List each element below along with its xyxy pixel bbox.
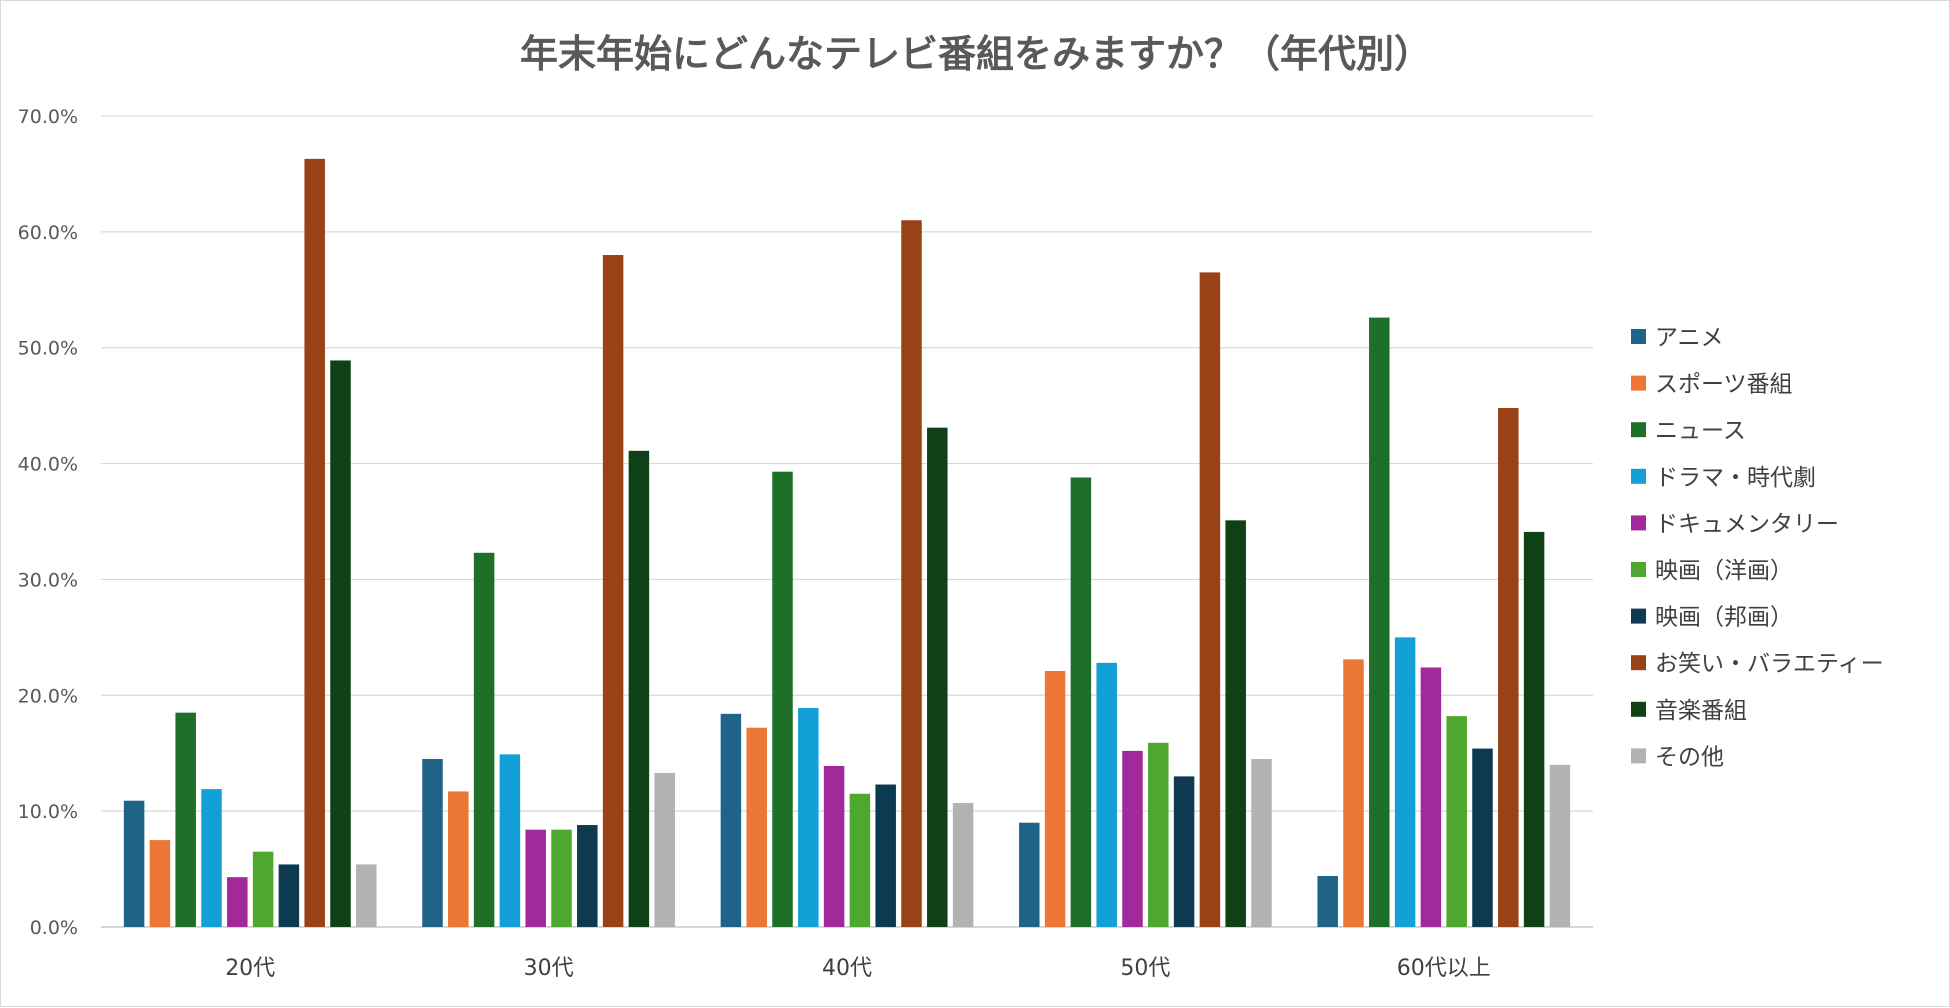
bar	[1173, 776, 1195, 927]
legend-swatch	[1631, 562, 1646, 577]
bar	[1523, 531, 1545, 927]
bar	[448, 791, 469, 927]
x-tick-label: 40代	[822, 956, 872, 981]
bar	[304, 158, 325, 928]
y-tick-label: 50.0%	[18, 338, 78, 360]
bar	[422, 759, 443, 927]
bar	[1394, 637, 1416, 927]
legend-swatch	[1631, 329, 1646, 344]
bar	[525, 829, 546, 927]
y-tick-label: 0.0%	[30, 917, 78, 939]
legend-label: 映画（邦画）	[1655, 605, 1793, 631]
x-tick-label: 30代	[524, 956, 574, 981]
legend-label: ニュース	[1655, 418, 1746, 444]
bar	[252, 851, 274, 927]
bar	[823, 765, 845, 927]
bar	[1420, 667, 1442, 927]
y-axis: 0.0% 10.0% 20.0% 30.0% 40.0% 50.0% 60.0% 70.0%	[18, 106, 78, 939]
legend-swatch	[1631, 701, 1646, 717]
bar	[499, 754, 521, 927]
bar	[201, 789, 222, 927]
legend-swatch	[1631, 748, 1646, 764]
bar	[551, 829, 572, 927]
bar	[1225, 520, 1246, 927]
legend-label: アニメ	[1655, 325, 1724, 351]
bar	[849, 793, 871, 927]
bar	[1199, 272, 1221, 928]
bar	[1070, 477, 1092, 927]
x-tick-label: 60代以上	[1397, 956, 1491, 981]
legend-label: ドキュメンタリー	[1655, 511, 1839, 537]
bar	[1096, 662, 1117, 927]
bar	[1369, 317, 1390, 927]
y-tick-label: 40.0%	[18, 454, 78, 476]
y-tick-label: 60.0%	[18, 222, 78, 244]
bar	[1446, 716, 1467, 927]
bar	[577, 825, 598, 927]
bar	[720, 713, 742, 927]
bar	[628, 450, 650, 927]
legend-swatch	[1631, 608, 1646, 624]
bar	[149, 840, 171, 927]
bar	[330, 360, 351, 927]
bar	[175, 712, 196, 927]
legend-swatch	[1631, 515, 1646, 531]
bar	[1498, 407, 1519, 928]
bar	[772, 471, 793, 927]
bar	[1317, 876, 1338, 927]
bar	[227, 877, 248, 927]
bar	[1044, 670, 1066, 927]
legend-swatch	[1631, 655, 1646, 671]
bar	[1148, 742, 1169, 927]
bar	[654, 772, 675, 927]
y-tick-label: 20.0%	[18, 685, 78, 707]
y-tick-label: 70.0%	[18, 106, 78, 128]
bar	[1122, 750, 1143, 927]
legend-swatch	[1631, 422, 1646, 438]
legend-swatch	[1631, 468, 1646, 484]
bar	[1549, 764, 1571, 927]
bar	[1343, 659, 1364, 927]
bar	[473, 552, 495, 927]
legend-label: 音楽番組	[1655, 698, 1747, 724]
bar	[356, 864, 377, 927]
legend-label: スポーツ番組	[1655, 372, 1793, 398]
bar	[1019, 822, 1040, 927]
legend-swatch	[1631, 375, 1646, 391]
legend-label: その他	[1655, 744, 1724, 770]
bar	[123, 800, 145, 927]
bar	[278, 864, 300, 927]
bar	[901, 220, 922, 927]
y-tick-label: 10.0%	[18, 801, 78, 823]
bar	[875, 784, 896, 927]
bar	[602, 255, 624, 927]
legend-label: ドラマ・時代劇	[1655, 465, 1816, 491]
bar	[952, 803, 974, 927]
legend-label: 映画（洋画）	[1655, 558, 1793, 584]
chart-title: 年末年始にどんなテレビ番組をみますか？（年代別）	[520, 32, 1432, 76]
bar	[1472, 748, 1493, 927]
x-tick-label: 20代	[225, 956, 275, 981]
x-tick-label: 50代	[1120, 956, 1170, 981]
bar	[798, 708, 819, 927]
bar	[746, 727, 767, 927]
legend-label: お笑い・バラエティー	[1655, 651, 1884, 677]
bar	[927, 427, 948, 927]
bars	[123, 158, 1571, 928]
bar	[1251, 759, 1272, 927]
x-axis: 20代 30代 40代 50代 60代以上	[225, 956, 1491, 981]
y-tick-label: 30.0%	[18, 569, 78, 591]
